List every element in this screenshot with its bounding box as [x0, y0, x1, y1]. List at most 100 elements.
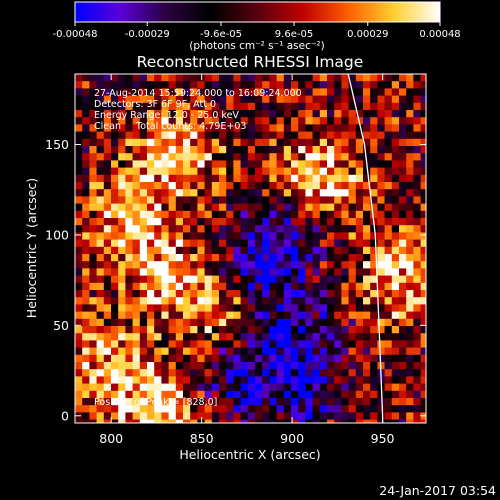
heatmap-cell [377, 196, 385, 204]
heatmap-cell [283, 254, 292, 262]
heatmap-cell [399, 239, 407, 248]
heatmap-cell [183, 246, 191, 255]
heatmap-cell [370, 146, 378, 154]
heatmap-cell [305, 304, 313, 312]
heatmap-cell [348, 254, 357, 262]
heatmap-cell [283, 383, 292, 392]
heatmap-cell [370, 340, 378, 348]
heatmap-cell [283, 203, 292, 212]
heatmap-cell [89, 210, 97, 219]
y-tick-label: 0 [61, 408, 69, 423]
heatmap-cell [399, 268, 407, 276]
heatmap-cell [341, 383, 349, 392]
heatmap-cell [298, 304, 306, 312]
heatmap-cell [82, 383, 90, 392]
heatmap-cell [420, 354, 426, 363]
heatmap-cell [391, 246, 400, 255]
heatmap-cell [204, 340, 213, 348]
heatmap-cell [305, 232, 313, 240]
heatmap-cell [384, 246, 393, 255]
heatmap-cell [111, 246, 119, 255]
heatmap-cell [334, 318, 342, 327]
heatmap-cell [341, 160, 349, 168]
heatmap-cell [276, 369, 285, 377]
heatmap-cell [89, 369, 97, 377]
heatmap-cell [233, 311, 241, 320]
heatmap-cell [384, 290, 393, 298]
heatmap-cell [312, 182, 321, 190]
heatmap-cell [125, 138, 133, 147]
heatmap-cell [370, 405, 378, 413]
heatmap-cell [334, 81, 342, 89]
heatmap-cell [355, 297, 364, 305]
heatmap-cell [327, 124, 335, 132]
heatmap-cell [305, 282, 313, 291]
heatmap-cell [204, 347, 213, 356]
heatmap-cell [175, 362, 184, 370]
heatmap-cell [247, 290, 256, 298]
heatmap-cell [190, 333, 198, 341]
heatmap-cell [298, 318, 306, 327]
heatmap-cell [255, 88, 263, 96]
heatmap-cell [190, 383, 198, 392]
heatmap-cell [406, 419, 414, 423]
heatmap-cell [305, 246, 313, 255]
heatmap-cell [219, 304, 227, 312]
heatmap-cell [298, 95, 306, 104]
heatmap-cell [363, 405, 371, 413]
heatmap-cell [291, 210, 299, 219]
heatmap-cell [118, 138, 126, 147]
heatmap-cell [147, 218, 155, 226]
heatmap-cell [413, 239, 421, 248]
heatmap-cell [276, 419, 285, 423]
heatmap-cell [147, 311, 155, 320]
heatmap-cell [348, 261, 357, 269]
heatmap-cell [334, 138, 342, 147]
heatmap-cell [125, 117, 133, 125]
heatmap-cell [197, 146, 205, 154]
heatmap-cell [413, 102, 421, 111]
heatmap-cell [334, 88, 342, 96]
heatmap-cell [89, 74, 97, 82]
heatmap-cell [240, 290, 249, 298]
heatmap-cell [219, 232, 227, 240]
heatmap-cell [312, 333, 321, 341]
heatmap-cell [255, 405, 263, 413]
heatmap-cell [327, 297, 335, 305]
heatmap-cell [370, 88, 378, 96]
heatmap-cell [420, 311, 426, 320]
heatmap-cell [276, 225, 285, 233]
heatmap-cell [211, 74, 220, 82]
heatmap-cell [291, 390, 299, 399]
colorbar-tick-label: -0.00048 [53, 29, 98, 40]
heatmap-cell [111, 102, 119, 111]
heatmap-cell [190, 232, 198, 240]
heatmap-cell [96, 290, 105, 298]
heatmap-cell [240, 232, 249, 240]
heatmap-cell [370, 376, 378, 384]
heatmap-cell [183, 110, 191, 118]
heatmap-cell [391, 405, 400, 413]
heatmap-cell [89, 160, 97, 168]
heatmap-cell [139, 189, 148, 197]
heatmap-cell [132, 189, 141, 197]
heatmap-cell [255, 146, 263, 154]
heatmap-cell [420, 333, 426, 341]
heatmap-cell [255, 398, 263, 406]
heatmap-cell [197, 102, 205, 111]
heatmap-cell [219, 88, 227, 96]
heatmap-cell [211, 246, 220, 255]
heatmap-cell [413, 95, 421, 104]
heatmap-cell [348, 182, 357, 190]
heatmap-cell [305, 254, 313, 262]
heatmap-cell [168, 347, 177, 356]
heatmap-cell [240, 146, 249, 154]
heatmap-cell [420, 362, 426, 370]
heatmap-cell [327, 232, 335, 240]
heatmap-cell [154, 340, 162, 348]
heatmap-cell [391, 174, 400, 183]
heatmap-cell [312, 160, 321, 168]
heatmap-cell [75, 254, 83, 262]
heatmap-cell [305, 275, 313, 284]
heatmap-cell [348, 167, 357, 176]
